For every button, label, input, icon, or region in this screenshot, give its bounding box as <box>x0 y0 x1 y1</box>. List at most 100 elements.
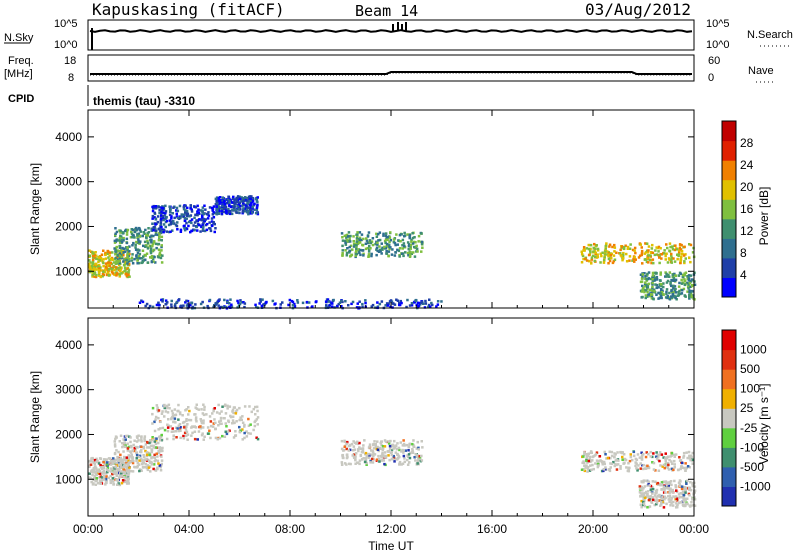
data-cell-1-128 <box>141 257 144 260</box>
data-cell-5-2 <box>661 483 664 487</box>
data-cell-5-192 <box>682 254 686 257</box>
data-cell-1-132 <box>154 446 158 449</box>
data-cell-0-123 <box>92 482 95 485</box>
data-cell-0-158 <box>93 462 97 466</box>
data-cell-0-112 <box>94 275 98 279</box>
data-cell-7-112 <box>222 305 225 309</box>
data-cell-2-163 <box>196 210 199 213</box>
data-cell-2-106 <box>159 221 163 225</box>
data-cell-2-246 <box>163 405 166 408</box>
data-cell-4-91 <box>658 451 662 454</box>
data-cell-7-233 <box>344 300 347 303</box>
data-cell-7-97 <box>424 302 428 305</box>
data-cell-3-210 <box>237 196 240 199</box>
data-cell-0-208 <box>104 268 107 271</box>
data-cell-2-29 <box>179 426 182 429</box>
data-cell-3-200 <box>345 456 349 460</box>
data-cell-1-54 <box>150 234 153 237</box>
data-cell-1-149 <box>119 459 122 462</box>
data-cell-0-239 <box>118 273 121 276</box>
data-cell-3-144 <box>236 204 239 207</box>
data-cell-2-116 <box>235 420 238 423</box>
data-cell-7-146 <box>328 306 331 309</box>
data-cell-1-191 <box>119 453 122 457</box>
data-cell-2-253 <box>190 434 193 437</box>
data-cell-3-101 <box>368 443 372 446</box>
data-cell-2-126 <box>190 221 193 225</box>
colorbar-swatch <box>722 277 736 298</box>
data-cell-2-190 <box>182 434 185 438</box>
data-cell-3-95 <box>358 459 362 462</box>
data-cell-0-236 <box>127 477 130 480</box>
data-cell-4-122 <box>644 467 648 470</box>
data-cell-4-195 <box>657 469 661 472</box>
data-cell-6-177 <box>657 291 661 295</box>
data-cell-4-101 <box>352 245 356 248</box>
data-cell-0-236 <box>127 271 130 274</box>
data-cell-7-223 <box>301 301 305 305</box>
data-cell-6-107 <box>673 285 677 288</box>
data-cell-1-14 <box>152 234 155 238</box>
data-cell-0-223 <box>111 267 114 271</box>
data-cell-2-153 <box>191 431 194 435</box>
data-cell-4-11 <box>668 458 671 462</box>
data-cell-2-34 <box>154 415 158 419</box>
data-cell-2-236 <box>154 229 158 233</box>
data-cell-0-238 <box>116 483 119 486</box>
data-cell-3-52 <box>252 203 256 207</box>
data-cell-5-83 <box>675 248 679 251</box>
data-cell-2-143 <box>179 216 182 220</box>
data-cell-1-210 <box>117 463 121 466</box>
data-cell-3-83 <box>358 462 361 466</box>
data-cell-4-94 <box>670 460 673 463</box>
data-cell-1-24 <box>160 249 163 252</box>
data-cell-3-246 <box>223 199 226 203</box>
data-cell-5-23 <box>596 253 599 256</box>
data-cell-2-174 <box>225 432 229 436</box>
data-cell-5-181 <box>650 247 654 250</box>
data-cell-5-64 <box>589 249 592 253</box>
data-cell-4-246 <box>410 240 413 243</box>
data-cell-5-30 <box>581 254 585 258</box>
data-cell-1-225 <box>158 253 162 257</box>
data-cell-0-136 <box>117 267 120 270</box>
data-cell-3-167 <box>417 446 420 450</box>
data-cell-5-59 <box>644 242 647 245</box>
data-cell-1-194 <box>136 257 140 260</box>
data-cell-2-80 <box>218 420 221 423</box>
data-cell-1-30 <box>118 261 121 265</box>
data-cell-7-73 <box>238 302 242 306</box>
data-cell-2-223 <box>238 430 242 434</box>
data-cell-6-220 <box>671 292 674 296</box>
data-cell-4-162 <box>355 240 359 243</box>
data-cell-7-184 <box>324 300 328 303</box>
data-cell-6-65 <box>673 289 676 293</box>
data-cell-4-114 <box>657 453 661 457</box>
data-cell-2-37 <box>209 424 213 428</box>
data-cell-4-241 <box>396 243 399 246</box>
data-cell-4-185 <box>673 459 676 463</box>
data-cell-7-43 <box>271 299 275 303</box>
data-cell-5-214 <box>686 479 689 482</box>
data-cell-6-101 <box>687 279 691 282</box>
data-cell-1-107 <box>119 466 123 470</box>
data-cell-2-167 <box>160 412 164 415</box>
data-cell-2-252 <box>214 436 218 440</box>
data-cell-1-59 <box>152 467 155 471</box>
data-cell-1-67 <box>119 456 122 460</box>
data-cell-2-182 <box>162 218 165 222</box>
data-cell-3-201 <box>397 454 400 458</box>
data-cell-5-220 <box>682 493 685 497</box>
data-cell-4-32 <box>378 238 382 242</box>
data-cell-5-25 <box>677 254 680 258</box>
data-cell-3-80 <box>215 201 219 204</box>
data-cell-3-214 <box>416 454 419 457</box>
data-cell-5-147 <box>665 481 668 484</box>
data-cell-4-9 <box>640 451 643 454</box>
data-cell-2-248 <box>158 209 161 212</box>
data-cell-4-24 <box>665 462 668 465</box>
data-cell-6-148 <box>689 291 693 294</box>
data-cell-5-194 <box>667 495 670 498</box>
data-cell-6-174 <box>678 289 681 293</box>
data-cell-7-123 <box>161 298 165 301</box>
